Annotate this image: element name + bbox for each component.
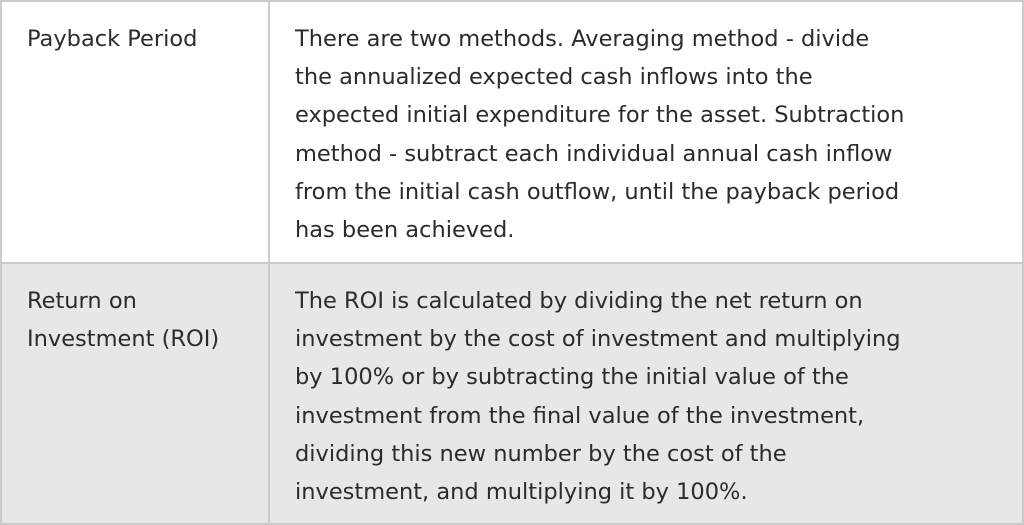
text-line: Payback Period: [27, 26, 198, 52]
text-line: investment from the final value of the i…: [295, 402, 865, 429]
text-line: has been achieved.: [295, 217, 515, 244]
term-cell: Payback Period: [0, 0, 270, 264]
description-cell: There are two methods. Averaging method …: [268, 0, 1024, 264]
table-row-roi: Return on Investment (ROI) The ROI is cal…: [0, 262, 1024, 525]
text-line: by 100% or by subtracting the initial va…: [295, 364, 849, 391]
text-line: method - subtract each individual annual…: [295, 140, 893, 167]
text-line: the annualized expected cash inflows int…: [295, 64, 813, 91]
description-cell: The ROI is calculated by dividing the ne…: [268, 262, 1024, 525]
text-line: There are two methods. Averaging method …: [295, 26, 870, 52]
text-line: investment by the cost of investment and…: [295, 326, 901, 353]
text-line: expected initial expenditure for the ass…: [295, 102, 905, 129]
text-line: investment, and multiplying it by 100%.: [295, 479, 748, 506]
text-line: from the initial cash outflow, until the…: [295, 178, 900, 205]
text-line: The ROI is calculated by dividing the ne…: [295, 288, 863, 314]
table-row-payback-period: Payback Period There are two methods. Av…: [0, 0, 1024, 264]
text-line: Investment (ROI): [27, 326, 220, 353]
text-line: Return on: [27, 288, 137, 314]
text-line: dividing this new number by the cost of …: [295, 440, 787, 467]
term-cell: Return on Investment (ROI): [0, 262, 270, 525]
